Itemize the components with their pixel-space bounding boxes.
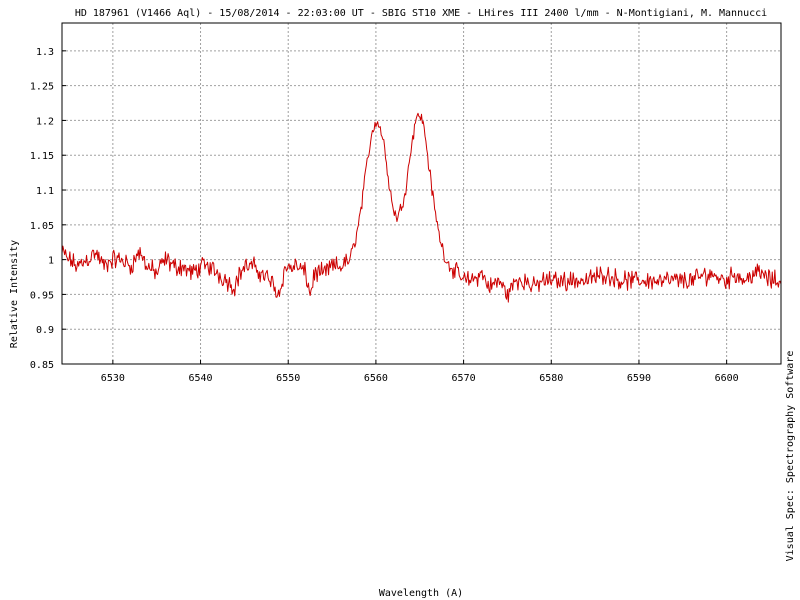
series-layer <box>61 112 782 303</box>
y-tick-label: 0.9 <box>36 325 54 336</box>
x-tick-label: 6580 <box>539 373 563 384</box>
plot-frame <box>61 22 782 365</box>
y-tick-label: 1 <box>48 256 54 267</box>
axes: 6530 6540 6550 6560 6570 6580 6590 6600 0.85 0.9 0… <box>30 47 739 384</box>
x-tick-label: 6560 <box>364 373 388 384</box>
y-tick-label: 1.25 <box>30 82 54 93</box>
y-tick-label: 1.1 <box>36 186 54 197</box>
y-tick-label: 0.85 <box>30 360 54 371</box>
y-axis-label: Relative Intensity <box>9 240 20 348</box>
spectrum-line <box>61 112 782 303</box>
y-tick-label: 1.3 <box>36 47 54 58</box>
y-tick-label: 1.2 <box>36 116 54 127</box>
y-tick-label: 0.95 <box>30 290 54 301</box>
x-tick-label: 6570 <box>452 373 476 384</box>
grid <box>62 23 781 364</box>
x-tick-label: 6590 <box>627 373 651 384</box>
chart-title: HD 187961 (V1466 Aql) - 15/08/2014 - 22:… <box>75 8 767 19</box>
x-tick-label: 6550 <box>276 373 300 384</box>
x-axis-label: Wavelength (A) <box>379 588 463 599</box>
x-tick-label: 6600 <box>715 373 739 384</box>
x-tick-label: 6530 <box>101 373 125 384</box>
y-tick-label: 1.15 <box>30 151 54 162</box>
y-tick-label: 1.05 <box>30 221 54 232</box>
software-credit: Visual Spec: Spectrography Software <box>785 351 796 562</box>
x-tick-label: 6540 <box>188 373 212 384</box>
